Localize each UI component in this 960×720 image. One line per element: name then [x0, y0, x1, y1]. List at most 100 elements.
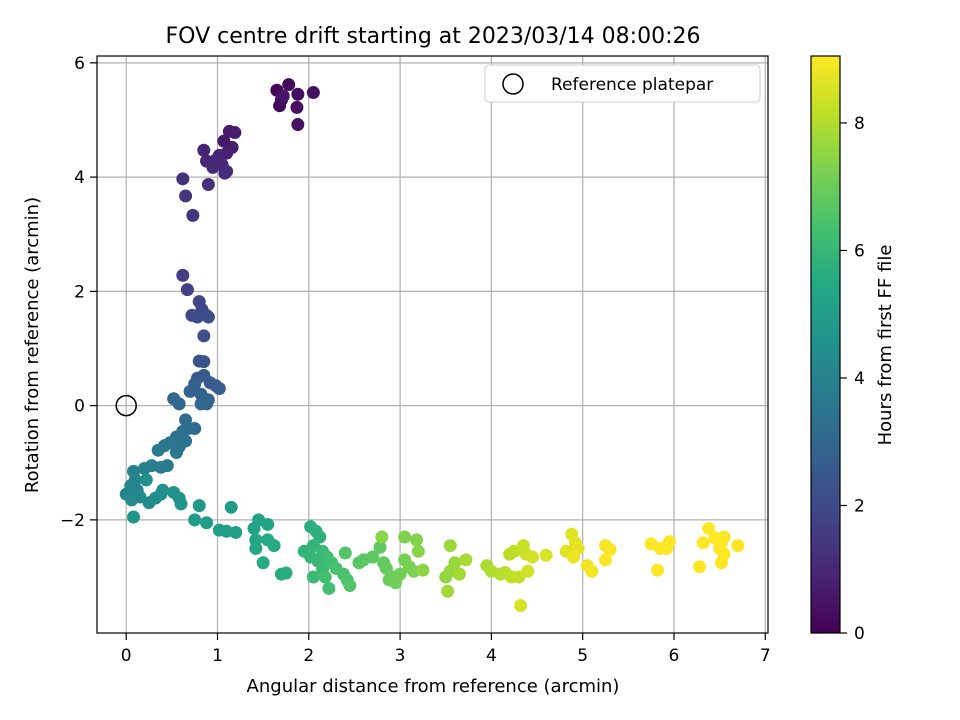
data-point: [228, 126, 242, 140]
y-tick-label: 0: [74, 397, 85, 417]
colorbar-tick-label: 2: [854, 496, 865, 516]
data-point: [441, 584, 455, 598]
data-point: [190, 310, 204, 324]
y-tick-label: −2: [60, 511, 85, 531]
data-point: [220, 164, 234, 178]
y-tick-label: 2: [74, 282, 85, 302]
y-tick-label: 4: [74, 168, 85, 188]
data-point: [696, 536, 710, 550]
data-point: [603, 543, 617, 557]
data-point: [197, 329, 211, 343]
data-point: [174, 497, 188, 511]
data-point: [200, 397, 214, 411]
data-point: [521, 564, 535, 578]
y-axis-label: Rotation from reference (arcmin): [22, 197, 43, 493]
grid-lines: [97, 56, 768, 633]
reference-platepar-marker: [115, 394, 137, 417]
x-tick-label: 6: [669, 646, 680, 666]
reference-point-marker: [115, 394, 137, 417]
x-tick-label: 7: [760, 646, 771, 666]
data-point: [229, 525, 243, 539]
data-point: [366, 550, 380, 564]
data-point: [279, 566, 293, 580]
x-tick-label: 3: [395, 646, 406, 666]
data-point: [714, 556, 728, 570]
colorbar: 0 2 4 6 8 Hours from first FF file: [810, 55, 896, 644]
x-axis-label: Angular distance from reference (arcmin): [247, 676, 620, 697]
data-point: [322, 581, 336, 595]
x-tick-label: 2: [303, 646, 314, 666]
x-tick-label: 4: [486, 646, 497, 666]
data-point: [525, 550, 539, 564]
data-point: [290, 100, 304, 114]
colorbar-gradient: [810, 55, 841, 634]
data-point: [179, 189, 193, 203]
data-point: [183, 384, 197, 398]
data-point: [452, 567, 466, 581]
data-point: [306, 570, 320, 584]
data-point: [514, 599, 528, 613]
data-point: [459, 553, 473, 567]
data-point: [172, 397, 186, 411]
data-point: [693, 560, 707, 574]
data-point: [338, 546, 352, 560]
data-point: [375, 530, 389, 544]
data-point: [249, 541, 263, 555]
data-point: [212, 381, 226, 395]
data-point: [567, 550, 581, 564]
data-point: [306, 86, 320, 100]
data-point: [200, 516, 214, 530]
data-point: [291, 87, 305, 101]
data-point: [180, 283, 194, 297]
data-points: [119, 78, 745, 613]
colorbar-tick-label: 4: [854, 369, 865, 389]
data-point: [717, 530, 731, 544]
colorbar-ticks: 0 2 4 6 8: [840, 114, 865, 644]
data-point: [731, 539, 745, 553]
data-point: [662, 535, 676, 549]
data-point: [411, 544, 425, 558]
data-point: [156, 483, 170, 497]
data-point: [318, 570, 332, 584]
plot-area-frame: [96, 55, 769, 634]
data-point: [448, 556, 462, 570]
data-point: [139, 473, 153, 487]
data-point: [201, 310, 215, 324]
data-point: [291, 118, 305, 132]
colorbar-tick-label: 0: [854, 624, 865, 644]
colorbar-label: Hours from first FF file: [875, 245, 896, 446]
data-point: [282, 78, 296, 92]
data-point: [197, 143, 211, 157]
data-point: [443, 539, 457, 553]
data-point: [410, 533, 424, 547]
data-point: [137, 461, 151, 475]
data-point: [188, 513, 202, 527]
chart-title: FOV centre drift starting at 2023/03/14 …: [166, 24, 701, 49]
data-point: [416, 563, 430, 577]
data-point: [276, 89, 290, 103]
data-point: [398, 530, 412, 544]
data-point: [127, 510, 141, 524]
data-point: [256, 556, 270, 570]
legend-open-circle-icon: [502, 73, 524, 95]
data-point: [192, 499, 206, 513]
legend-box: [484, 64, 761, 103]
data-point: [197, 355, 211, 369]
x-tick-label: 0: [121, 646, 132, 666]
data-point: [176, 172, 190, 186]
data-point: [343, 579, 357, 593]
data-point: [393, 567, 407, 581]
data-point: [267, 539, 281, 553]
data-point: [201, 178, 215, 192]
data-point: [651, 563, 665, 577]
x-tick-label: 5: [577, 646, 588, 666]
data-point: [702, 521, 716, 535]
colorbar-tick-label: 6: [854, 241, 865, 261]
data-point: [151, 443, 165, 457]
data-point: [186, 208, 200, 222]
data-point: [206, 160, 220, 174]
data-point: [176, 268, 190, 282]
y-tick-label: 6: [74, 54, 85, 74]
legend-entry-label: Reference platepar: [551, 75, 713, 95]
